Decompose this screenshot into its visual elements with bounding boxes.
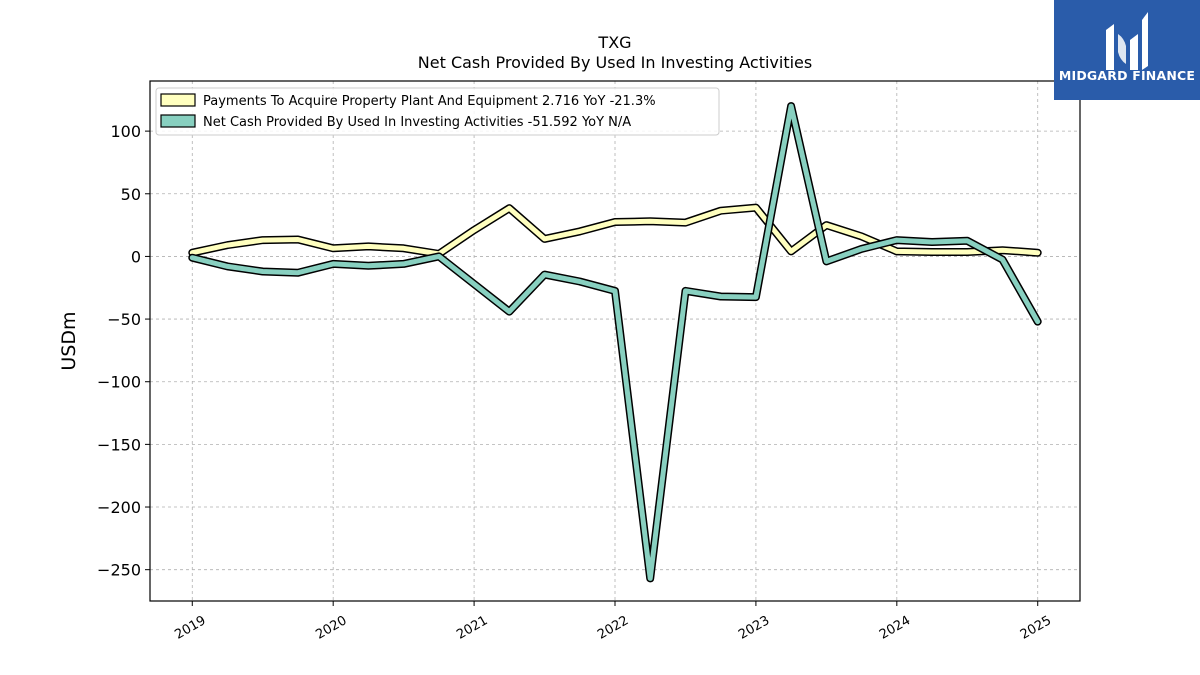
series-line-investing: [189, 103, 1041, 581]
x-tick-label: 2021: [454, 613, 490, 643]
x-tick-label: 2025: [1018, 613, 1054, 643]
legend-box: [155, 87, 720, 136]
mf-logo-icon: [1106, 12, 1148, 70]
x-tick-label: 2024: [877, 613, 913, 643]
y-tick-label: 50: [121, 185, 141, 204]
x-tick-label: 2019: [172, 613, 208, 643]
grid: [150, 81, 1080, 601]
x-tick-label: 2023: [736, 613, 772, 643]
legend-swatch-ppe: [160, 93, 196, 107]
y-tick-label: −200: [97, 498, 141, 517]
legend-label-ppe: Payments To Acquire Property Plant And E…: [203, 94, 656, 109]
legend: Payments To Acquire Property Plant And E…: [155, 87, 720, 136]
x-tick-label: 2020: [313, 613, 349, 643]
chart-title: TXG: [597, 33, 631, 52]
y-tick-label: −250: [97, 561, 141, 580]
chart-subtitle: Net Cash Provided By Used In Investing A…: [418, 53, 812, 72]
y-tick-label: 100: [110, 122, 141, 141]
x-tick-label: 2022: [595, 613, 631, 643]
y-tick-label: −50: [107, 310, 141, 329]
x-axis-ticks: 2019 2020 2021 2022 2023 2024 2025: [172, 601, 1054, 643]
legend-label-investing: Net Cash Provided By Used In Investing A…: [203, 115, 631, 130]
series-line-ppe: [189, 205, 1041, 257]
brand-name: MIDGARD FINANCE: [1058, 68, 1196, 83]
y-tick-label: 0: [131, 247, 141, 266]
legend-swatch-investing: [160, 114, 196, 128]
y-axis-ticks: 100 50 0 −50 −100 −150 −200 −250: [97, 122, 150, 580]
brand-logo: MIDGARD FINANCE: [1054, 0, 1200, 100]
series-lines: [188, 102, 1042, 583]
y-tick-label: −150: [97, 435, 141, 454]
y-tick-label: −100: [97, 373, 141, 392]
y-axis-label: USDm: [58, 311, 80, 370]
